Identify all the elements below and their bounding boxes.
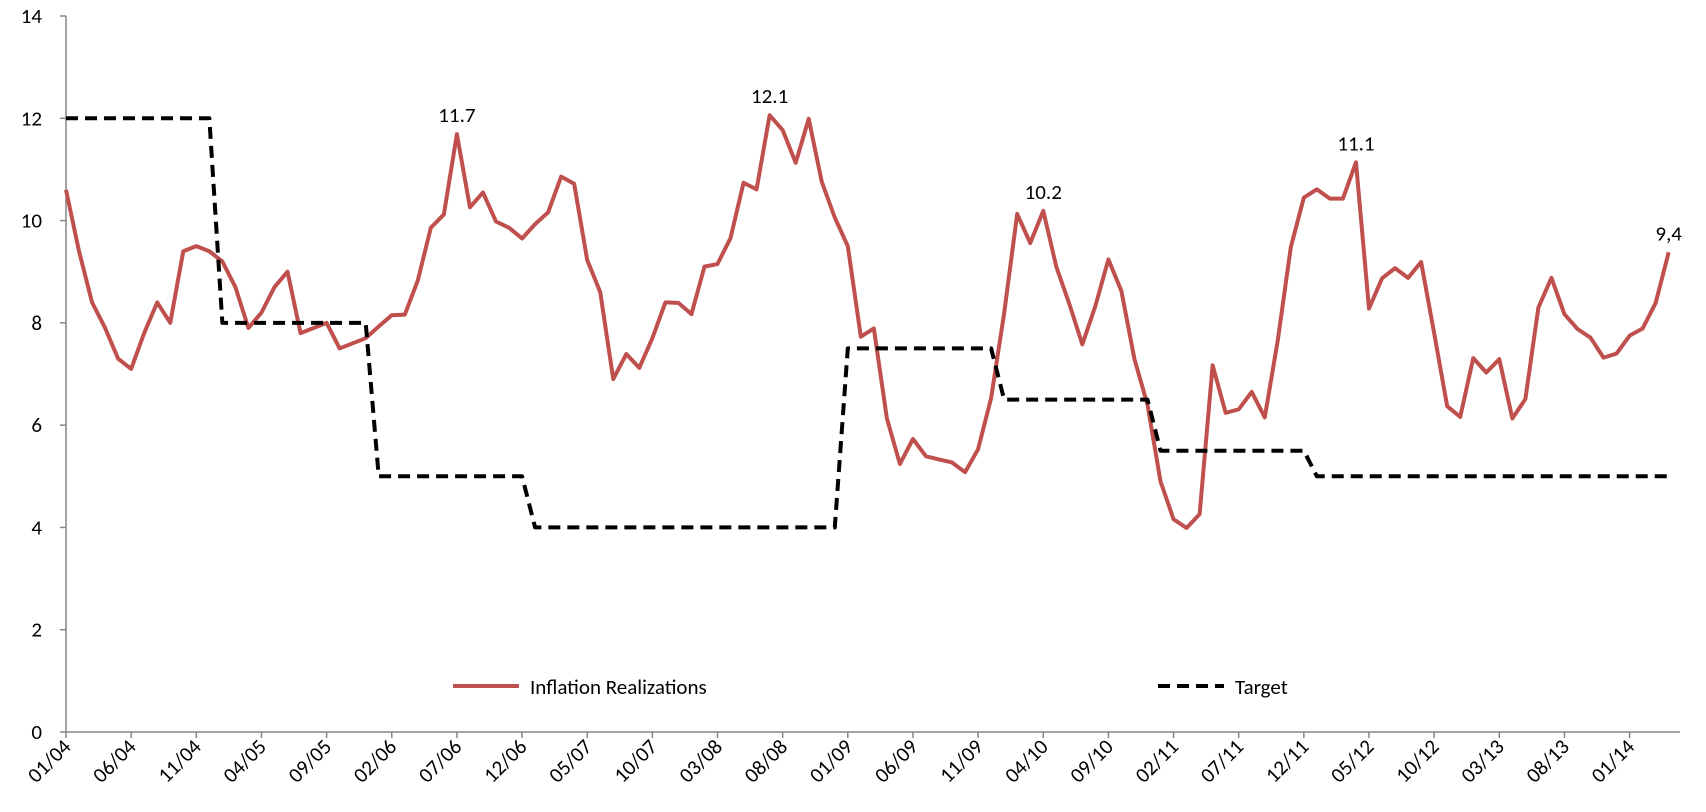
data-label: 9,4 <box>1655 220 1682 246</box>
y-tick-label: 2 <box>31 617 42 643</box>
x-tick-label: 11/09 <box>934 734 988 788</box>
x-tick-label: 03/13 <box>1455 734 1509 788</box>
x-tick-label: 03/08 <box>674 734 728 788</box>
x-tick-label: 08/08 <box>739 734 793 788</box>
x-tick-label: 01/09 <box>804 734 858 788</box>
series-line <box>66 116 1669 530</box>
series-line <box>64 113 1671 530</box>
y-tick-label: 12 <box>21 105 42 131</box>
legend-label: Target <box>1235 674 1288 700</box>
legend-label: Inflation Realizations <box>530 674 707 700</box>
x-tick-label: 09/10 <box>1064 734 1118 788</box>
x-tick-label: 06/09 <box>869 734 923 788</box>
y-tick-label: 6 <box>31 412 42 438</box>
x-tick-label: 07/11 <box>1195 734 1249 788</box>
x-tick-label: 08/13 <box>1520 734 1574 788</box>
data-label: 11.7 <box>438 102 475 128</box>
x-tick-label: 01/04 <box>22 734 76 788</box>
x-tick-label: 10/12 <box>1390 734 1444 788</box>
x-tick-label: 07/06 <box>413 734 467 788</box>
data-label: 12.1 <box>751 83 788 109</box>
x-tick-label: 05/07 <box>543 734 597 788</box>
x-tick-label: 12/06 <box>478 734 532 788</box>
y-tick-label: 0 <box>31 719 42 745</box>
x-tick-label: 06/04 <box>87 734 141 788</box>
y-tick-label: 10 <box>21 208 43 234</box>
data-label: 11.1 <box>1337 130 1374 156</box>
y-tick-label: 8 <box>31 310 42 336</box>
x-tick-label: 05/12 <box>1325 734 1379 788</box>
x-tick-label: 02/11 <box>1130 734 1184 788</box>
x-tick-label: 12/11 <box>1260 734 1314 788</box>
x-tick-label: 11/04 <box>152 734 206 788</box>
x-tick-label: 02/06 <box>348 734 402 788</box>
x-tick-label: 01/14 <box>1586 734 1640 788</box>
x-tick-label: 10/07 <box>608 734 662 788</box>
y-tick-label: 14 <box>21 3 43 29</box>
data-label: 10.2 <box>1025 179 1062 205</box>
y-tick-label: 4 <box>31 514 42 540</box>
x-tick-label: 04/05 <box>217 734 271 788</box>
x-tick-label: 04/10 <box>999 734 1053 788</box>
x-tick-label: 09/05 <box>283 734 337 788</box>
